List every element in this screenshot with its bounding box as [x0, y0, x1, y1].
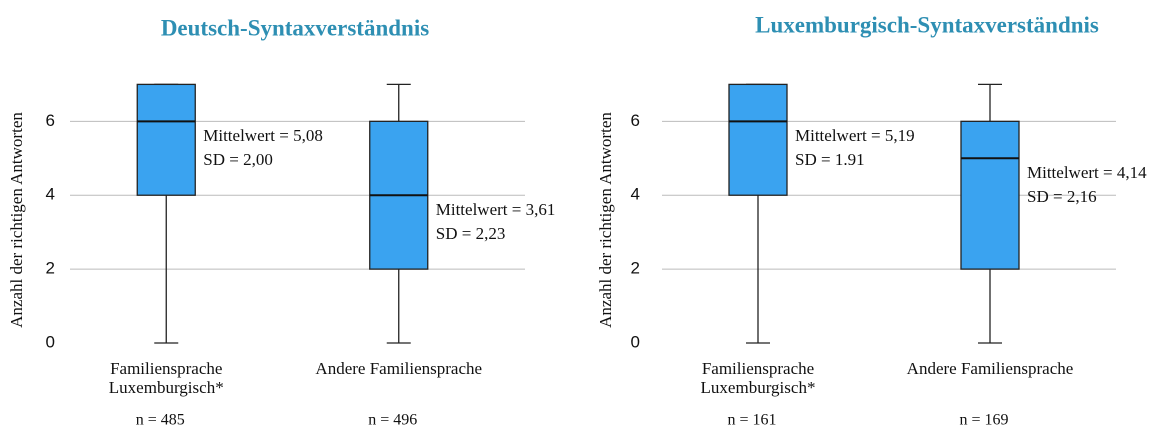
- x-tick-label: Luxemburgisch*: [109, 378, 224, 397]
- box: [960, 120, 1020, 270]
- y-tick-label: 0: [631, 332, 640, 351]
- y-tick-label: 6: [631, 111, 640, 130]
- n-label: n = 169: [959, 412, 1008, 429]
- n-label: n = 496: [368, 412, 417, 429]
- y-axis-label: Anzahl der richtigen Antworten: [596, 112, 615, 328]
- annotation: SD = 1.91: [795, 150, 865, 169]
- y-tick-label: 4: [46, 185, 55, 204]
- y-tick-label: 6: [46, 111, 55, 130]
- box: [136, 83, 196, 196]
- annotation: SD = 2,16: [1027, 187, 1097, 206]
- x-tick-label: Andere Familiensprache: [315, 359, 482, 378]
- x-tick-label: Andere Familiensprache: [907, 359, 1074, 378]
- n-label: n = 161: [727, 412, 776, 429]
- y-tick-label: 4: [631, 185, 640, 204]
- n-label: n = 485: [136, 412, 185, 429]
- y-tick-label: 2: [46, 259, 55, 278]
- y-axis-label: Anzahl der richtigen Antworten: [7, 112, 26, 328]
- annotation: Mittelwert = 4,14: [1027, 163, 1147, 182]
- box: [728, 83, 788, 196]
- x-tick-label: Luxemburgisch*: [701, 378, 816, 397]
- y-tick-label: 0: [46, 332, 55, 351]
- annotation: SD = 2,23: [436, 224, 506, 243]
- x-tick-label: Familiensprache: [110, 359, 222, 378]
- annotation: Mittelwert = 5,19: [795, 126, 915, 145]
- annotation: Mittelwert = 3,61: [436, 200, 556, 219]
- chart-title: Deutsch-Syntaxverständnis: [161, 15, 429, 40]
- annotation: SD = 2,00: [203, 150, 273, 169]
- annotation: Mittelwert = 5,08: [203, 126, 323, 145]
- y-tick-label: 2: [631, 259, 640, 278]
- x-tick-label: Familiensprache: [702, 359, 814, 378]
- chart-title: Luxemburgisch-Syntaxverständnis: [755, 12, 1099, 37]
